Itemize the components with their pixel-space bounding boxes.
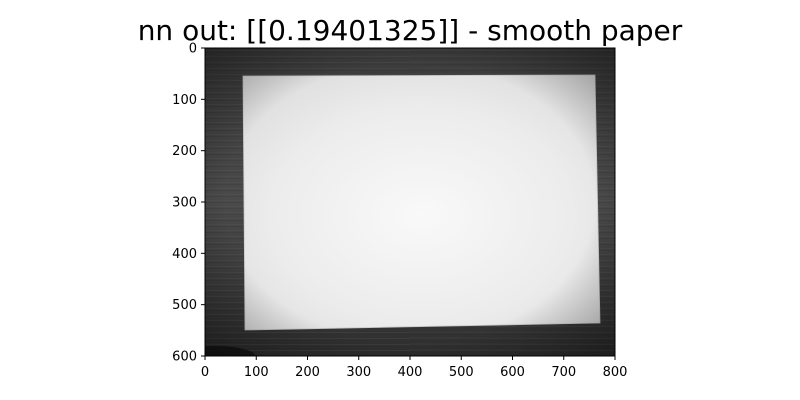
y-tick-label: 600 [172, 350, 197, 365]
figure-title: nn out: [[0.19401325]] - smooth paper [138, 14, 683, 47]
y-tick-label: 0 [189, 42, 197, 57]
x-tick-label: 600 [500, 365, 525, 380]
image-vignette [205, 48, 615, 356]
y-axis-ticks: 0 100 200 300 400 500 600 [172, 42, 205, 365]
x-axis-ticks: 0 100 200 300 400 500 600 700 800 [201, 356, 628, 380]
x-tick-label: 700 [551, 365, 576, 380]
x-tick-label: 500 [449, 365, 474, 380]
photo-image [205, 48, 615, 356]
y-tick-label: 300 [172, 196, 197, 211]
x-tick-label: 0 [201, 365, 209, 380]
x-tick-label: 800 [603, 365, 628, 380]
y-tick-label: 200 [172, 144, 197, 159]
y-tick-label: 100 [172, 93, 197, 108]
x-tick-label: 400 [398, 365, 423, 380]
x-tick-label: 200 [295, 365, 320, 380]
y-tick-label: 400 [172, 247, 197, 262]
y-tick-label: 500 [172, 298, 197, 313]
x-tick-label: 300 [346, 365, 371, 380]
x-tick-label: 100 [244, 365, 269, 380]
